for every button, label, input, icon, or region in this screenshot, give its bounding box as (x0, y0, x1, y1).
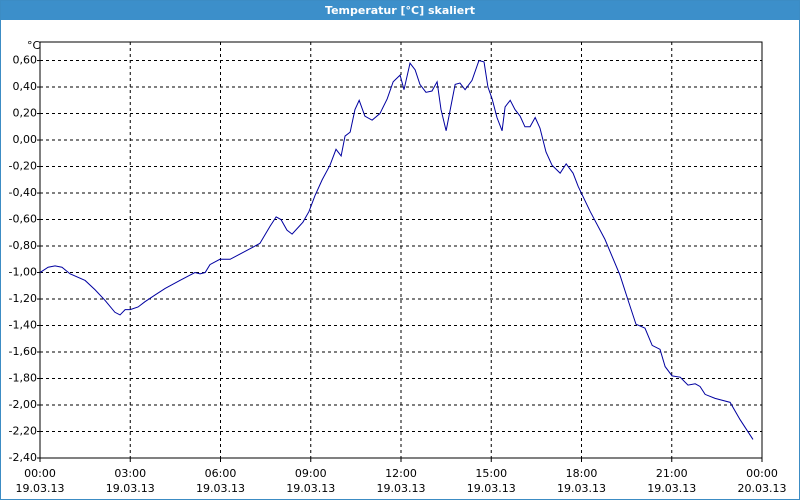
y-tick-label: 0,00 (13, 133, 38, 146)
x-tick-label: 12:00 19.03.13 (376, 467, 426, 495)
y-tick-label: -0,60 (9, 213, 37, 226)
y-tick-label: -1,80 (9, 372, 37, 385)
x-tick-label: 06:00 19.03.13 (196, 467, 245, 495)
y-tick-label: -1,40 (9, 319, 37, 332)
y-tick-label: -2,20 (9, 425, 37, 438)
y-tick-label: 0,20 (13, 107, 38, 120)
x-tick-label: 21:00 19.03.13 (647, 467, 697, 495)
y-tick-label: -1,60 (9, 345, 37, 358)
y-tick-label: -0,40 (9, 186, 37, 199)
y-tick-label: -2,00 (9, 398, 37, 411)
x-tick-label: 09:00 19.03.13 (286, 467, 336, 495)
x-tick-label: 00:00 20.03.13 (737, 467, 787, 495)
y-tick-label: -0,80 (9, 239, 37, 252)
x-tick-label: 15:00 19.03.13 (466, 467, 516, 495)
y-unit: °C (27, 39, 41, 52)
y-tick-label: -0,20 (9, 160, 37, 173)
line (39, 59, 754, 440)
y-tick-label: -1,20 (9, 292, 37, 305)
y-tick-label: 0,60 (13, 54, 38, 67)
y-tick-label: 0,40 (13, 80, 38, 93)
plot-area (39, 41, 763, 459)
y-tick-label: -1,00 (9, 266, 37, 279)
x-tick-label: 00:00 19.03.13 (15, 467, 65, 495)
x-tick-label: 18:00 19.03.13 (557, 467, 606, 495)
window-title: Temperatur [°C] skaliert (1, 1, 799, 20)
x-tick-label: 03:00 19.03.13 (105, 467, 155, 495)
y-tick-label: -2,40 (9, 451, 37, 464)
